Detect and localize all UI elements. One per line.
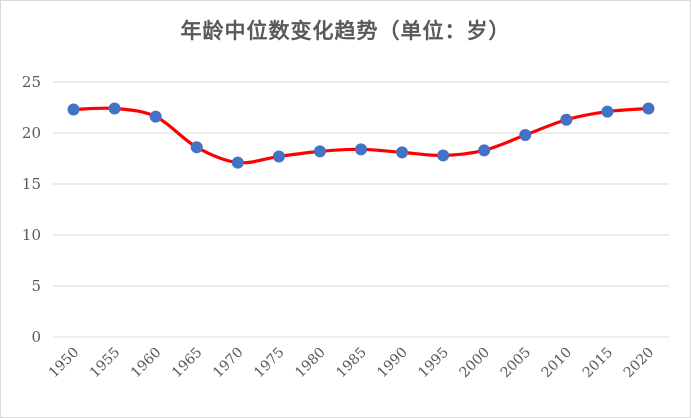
y-tick-label: 5 <box>31 277 41 295</box>
data-point-1970 <box>231 156 244 169</box>
data-point-2010 <box>560 113 573 126</box>
gridlines <box>53 81 669 338</box>
data-point-1975 <box>272 150 285 163</box>
y-axis-ticks: 0 5 10 15 20 25 <box>22 73 41 346</box>
x-tick-label: 1985 <box>333 345 370 382</box>
x-tick-label: 1980 <box>292 345 329 382</box>
y-tick-label: 10 <box>22 226 41 244</box>
x-tick-label: 1955 <box>87 345 124 382</box>
x-tick-label: 1975 <box>251 345 288 382</box>
x-tick-label: 1960 <box>128 345 165 382</box>
x-tick-label: 2000 <box>457 345 494 382</box>
y-tick-label: 25 <box>22 73 41 91</box>
data-point-1990 <box>396 146 409 159</box>
data-point-2000 <box>478 144 491 157</box>
data-point-1950 <box>67 103 80 116</box>
data-point-1980 <box>313 145 326 158</box>
x-tick-label: 2020 <box>621 345 658 382</box>
x-tick-label: 2015 <box>580 345 617 382</box>
x-tick-label: 2010 <box>539 345 576 382</box>
data-point-2005 <box>519 129 532 142</box>
y-tick-label: 15 <box>22 175 41 193</box>
chart-title: 年龄中位数变化趋势（单位：岁） <box>180 19 511 43</box>
data-point-2020 <box>642 102 655 115</box>
y-tick-label: 20 <box>22 124 41 142</box>
data-point-1965 <box>190 141 203 154</box>
x-tick-label: 1965 <box>169 345 206 382</box>
data-point-1960 <box>149 110 162 123</box>
x-tick-label: 2005 <box>498 345 535 382</box>
y-tick-label: 0 <box>31 328 41 346</box>
data-point-1955 <box>108 102 121 115</box>
x-tick-label: 1995 <box>415 345 452 382</box>
x-tick-label: 1970 <box>210 345 247 382</box>
data-point-1995 <box>437 149 450 162</box>
x-tick-label: 1990 <box>374 345 411 382</box>
x-tick-label: 1950 <box>46 345 83 382</box>
x-axis-ticks: 1950 1955 1960 1965 1970 1975 1980 1985 1990 1995… <box>46 345 657 382</box>
data-point-1985 <box>355 143 367 156</box>
data-points <box>67 102 655 169</box>
data-point-2015 <box>601 105 614 118</box>
